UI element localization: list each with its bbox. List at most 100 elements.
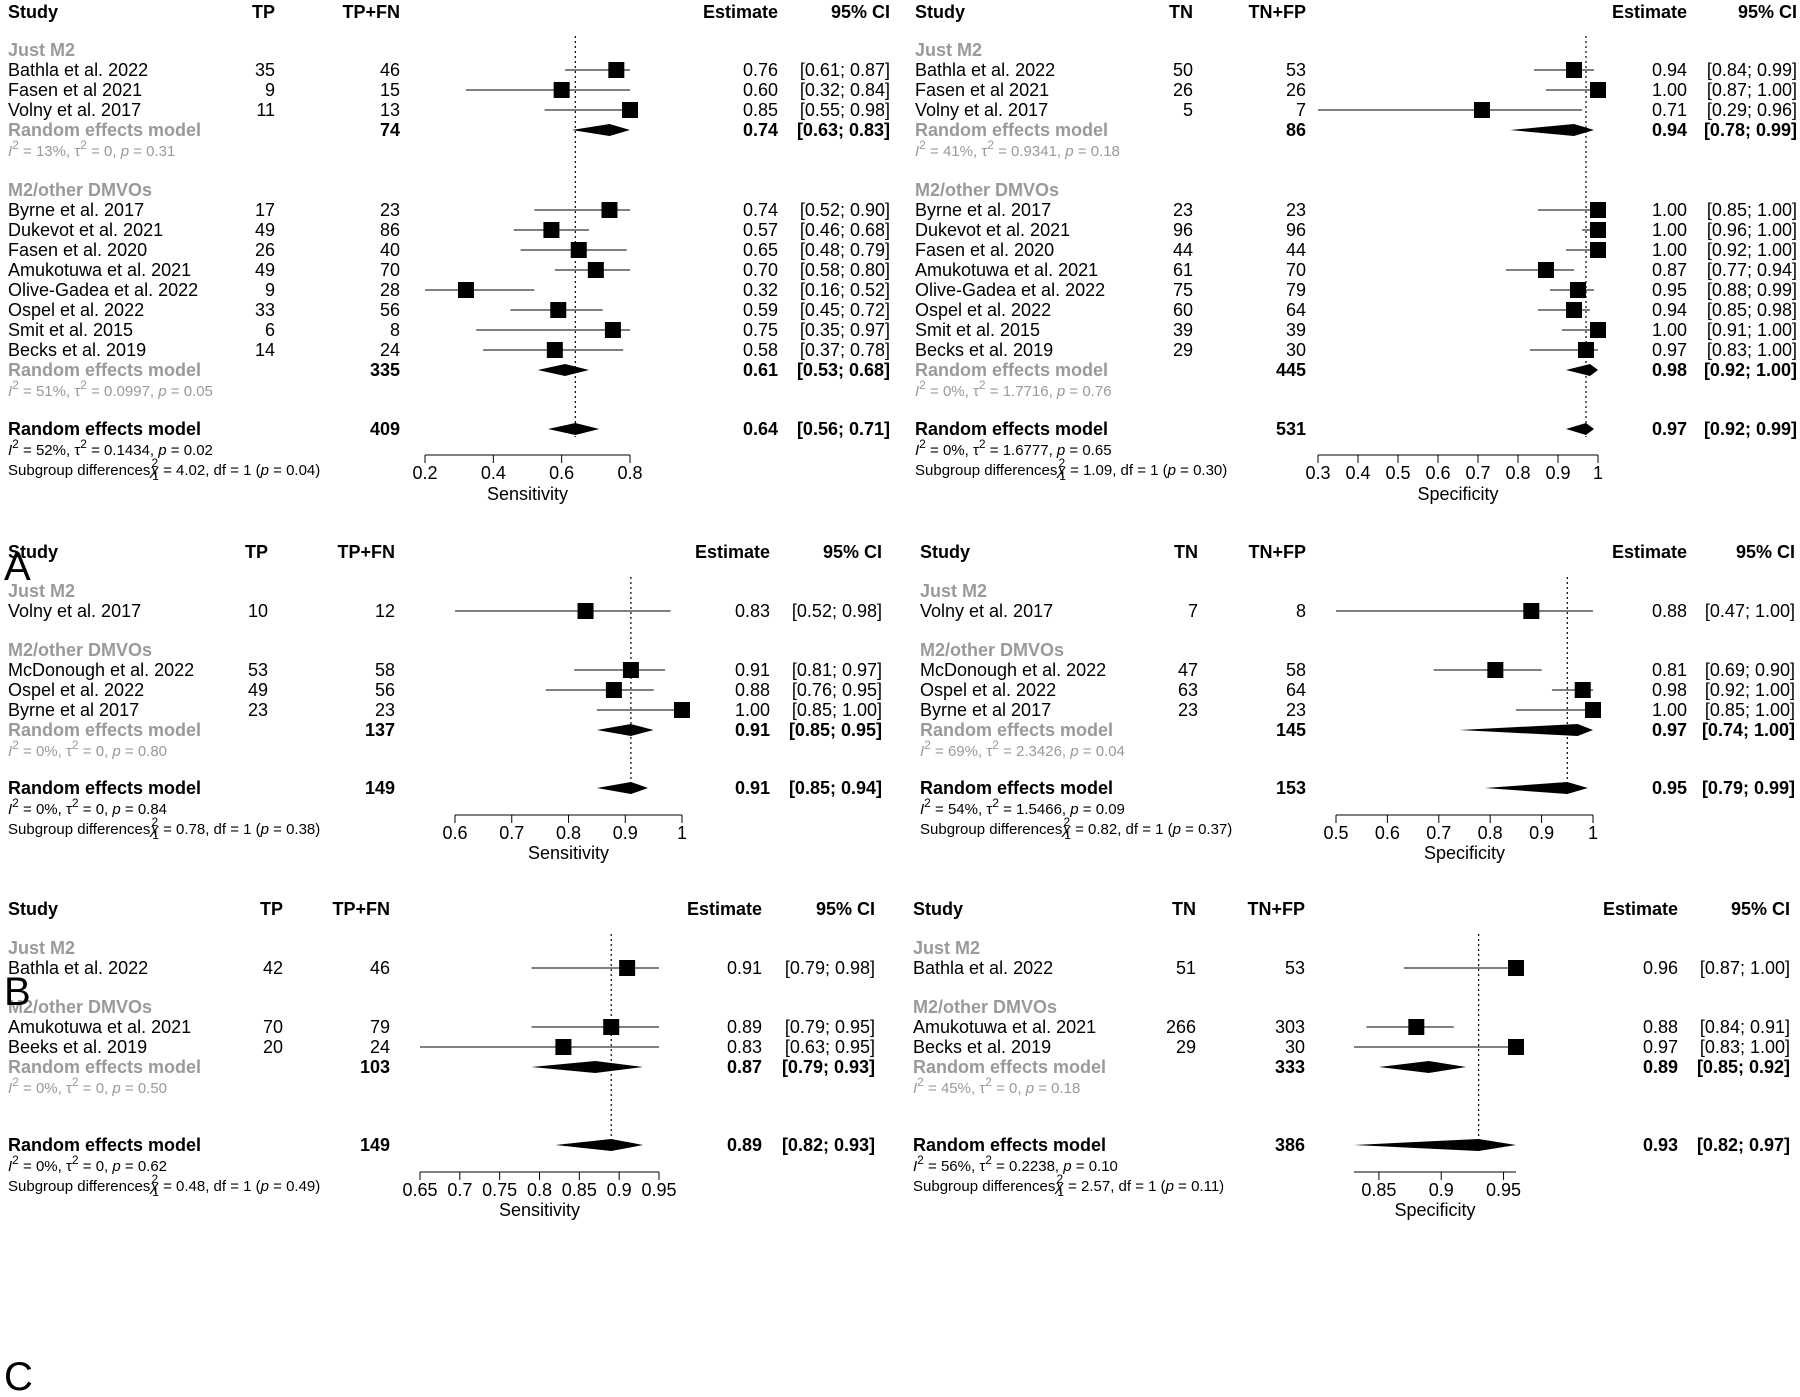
study-n1: 14 [255, 340, 275, 360]
study-n1: 49 [255, 260, 275, 280]
overall-estimate: 0.93 [1643, 1135, 1678, 1155]
study-name: Volny et al. 2017 [915, 100, 1048, 120]
study-n2: 53 [1286, 60, 1306, 80]
study-name: Volny et al. 2017 [920, 601, 1053, 621]
study-ci: [0.16; 0.52] [800, 280, 890, 300]
subgroup-pooled-ci: [0.78; 0.99] [1704, 120, 1797, 140]
study-ci: [0.58; 0.80] [800, 260, 890, 280]
header-n1: TN [1172, 899, 1196, 919]
study-name: Volny et al. 2017 [8, 601, 141, 621]
study-estimate: 0.58 [743, 340, 778, 360]
overall-heterogeneity: I2 = 0%, τ2 = 1.6777, p = 0.65 [915, 437, 1112, 459]
x-tick-label: 0.3 [1305, 463, 1330, 483]
study-name: McDonough et al. 2022 [920, 660, 1106, 680]
study-ci: [0.47; 1.00] [1705, 601, 1795, 621]
study-name: Fasen et al. 2020 [915, 240, 1054, 260]
study-square [550, 302, 567, 318]
header-n1: TN [1174, 542, 1198, 562]
study-name: Fasen et al 2021 [915, 80, 1049, 100]
study-name: Olive-Gadea et al. 2022 [915, 280, 1105, 300]
study-n2: 70 [1286, 260, 1306, 280]
overall-total: 149 [365, 778, 395, 798]
study-n1: 5 [1183, 100, 1193, 120]
study-square [619, 960, 636, 976]
overall-total: 149 [360, 1135, 390, 1155]
subgroup-pooled-total: 145 [1276, 720, 1306, 740]
overall-estimate: 0.97 [1652, 419, 1687, 439]
study-square [1570, 282, 1586, 298]
study-estimate: 0.91 [735, 660, 770, 680]
header-estimate: Estimate [695, 542, 770, 562]
study-estimate: 1.00 [1652, 240, 1687, 260]
overall-heterogeneity: I2 = 54%, τ2 = 1.5466, p = 0.09 [920, 796, 1125, 818]
header-study: Study [913, 899, 963, 919]
subgroup-pooled-label: Random effects model [920, 720, 1113, 740]
subgroup-title: Just M2 [920, 581, 987, 601]
subgroup-pooled-diamond [596, 724, 654, 736]
x-tick-label: 0.95 [1486, 1180, 1521, 1200]
study-square [1578, 342, 1594, 358]
study-estimate: 0.88 [1652, 601, 1687, 621]
study-n2: 44 [1286, 240, 1306, 260]
study-estimate: 0.88 [735, 680, 770, 700]
subgroup-pooled-diamond [1378, 1061, 1467, 1073]
subgroup-heterogeneity: I2 = 13%, τ2 = 0, p = 0.31 [8, 138, 175, 160]
overall-diamond [555, 1139, 644, 1151]
header-ci: 95% CI [1731, 899, 1790, 919]
study-estimate: 0.59 [743, 300, 778, 320]
study-n2: 24 [370, 1037, 390, 1057]
subgroup-pooled-ci: [0.85; 0.95] [789, 720, 882, 740]
study-n2: 13 [380, 100, 400, 120]
x-tick-label: 0.85 [1361, 1180, 1396, 1200]
study-ci: [0.46; 0.68] [800, 220, 890, 240]
study-name: Byrne et al. 2017 [8, 200, 144, 220]
study-ci: [0.87; 1.00] [1700, 958, 1790, 978]
study-square [1538, 262, 1554, 278]
study-n2: 53 [1285, 958, 1305, 978]
study-name: Smit et al. 2015 [915, 320, 1040, 340]
study-n1: 60 [1173, 300, 1193, 320]
x-tick-label: 0.8 [617, 463, 642, 483]
subgroup-title: Just M2 [915, 40, 982, 60]
study-ci: [0.77; 0.94] [1707, 260, 1797, 280]
study-name: Ospel et al. 2022 [915, 300, 1051, 320]
study-name: Becks et al. 2019 [915, 340, 1053, 360]
study-n1: 266 [1166, 1017, 1196, 1037]
overall-label: Random effects model [8, 419, 201, 439]
study-n2: 23 [1286, 200, 1306, 220]
study-n1: 35 [255, 60, 275, 80]
subgroup-pooled-estimate: 0.91 [735, 720, 770, 740]
subgroup-pooled-diamond [531, 1061, 644, 1073]
x-tick-label: 0.2 [412, 463, 437, 483]
study-n2: 58 [375, 660, 395, 680]
header-estimate: Estimate [703, 2, 778, 22]
study-n1: 70 [263, 1017, 283, 1037]
study-ci: [0.45; 0.72] [800, 300, 890, 320]
study-ci: [0.79; 0.95] [785, 1017, 875, 1037]
study-n1: 10 [248, 601, 268, 621]
study-name: Becks et al. 2019 [8, 340, 146, 360]
subgroup-pooled-ci: [0.53; 0.68] [797, 360, 890, 380]
subgroup-pooled-total: 335 [370, 360, 400, 380]
header-study: Study [8, 542, 58, 562]
overall-label: Random effects model [920, 778, 1113, 798]
study-n1: 75 [1173, 280, 1193, 300]
study-n2: 58 [1286, 660, 1306, 680]
study-square [1487, 662, 1504, 678]
overall-diamond [548, 423, 600, 435]
subgroup-differences-text: Subgroup differencesχ2 1 = 0.82, df = 1 (… [920, 815, 1232, 842]
subgroup-title: M2/other DMVOs [913, 997, 1057, 1017]
header-n2: TN+FP [1248, 542, 1306, 562]
study-square [1574, 682, 1591, 698]
study-ci: [0.87; 1.00] [1707, 80, 1797, 100]
study-estimate: 0.97 [1643, 1037, 1678, 1057]
x-axis-label: Specificity [1424, 843, 1505, 863]
study-square [553, 82, 570, 98]
study-name: Bathla et al. 2022 [913, 958, 1053, 978]
study-ci: [0.88; 0.99] [1707, 280, 1797, 300]
study-n1: 96 [1173, 220, 1193, 240]
study-n2: 64 [1286, 300, 1306, 320]
overall-ci: [0.82; 0.93] [782, 1135, 875, 1155]
header-study: Study [915, 2, 965, 22]
x-tick-label: 0.65 [402, 1180, 437, 1200]
